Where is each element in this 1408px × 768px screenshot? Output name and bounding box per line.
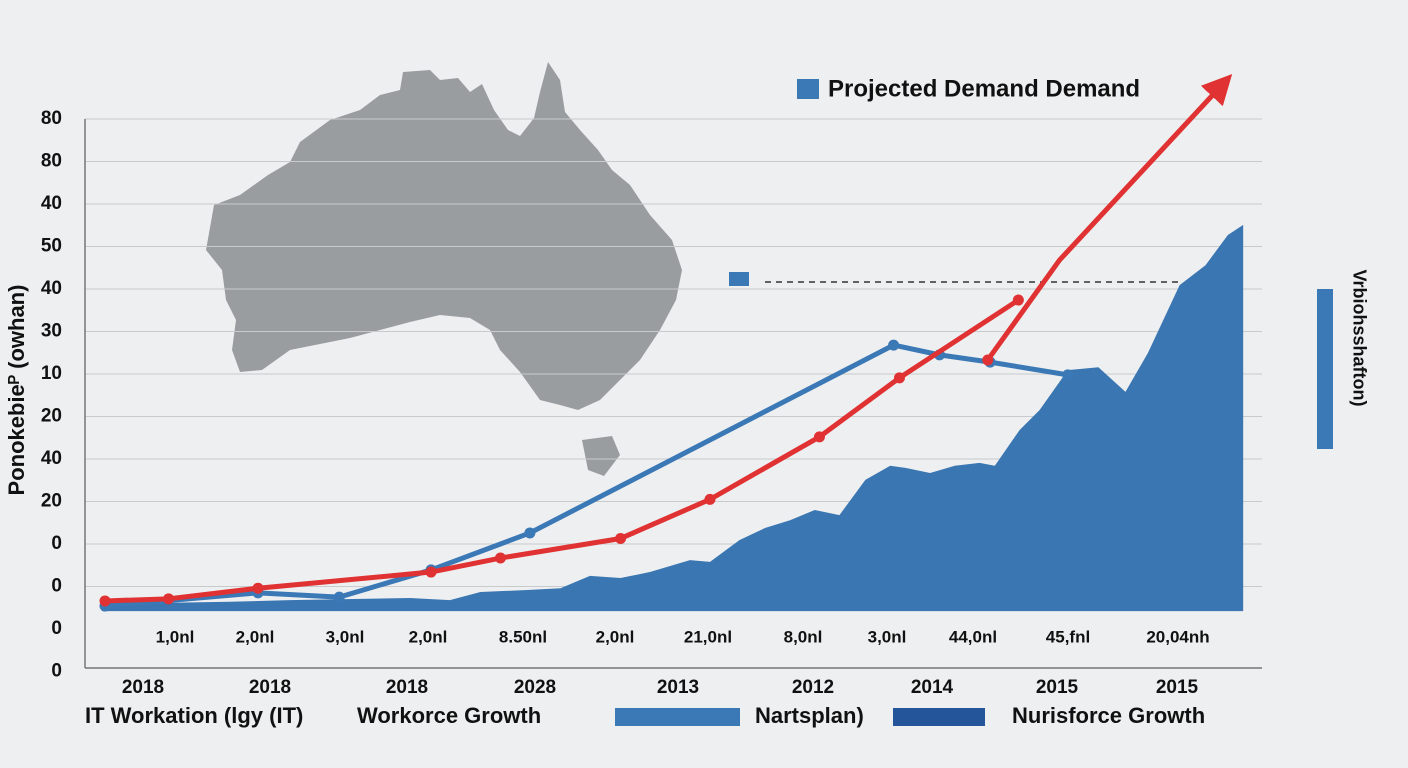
point <box>163 593 175 605</box>
point <box>333 591 345 603</box>
y-tick-label: 80 <box>41 108 62 129</box>
point <box>888 339 900 351</box>
y-tick-label: 50 <box>41 236 62 257</box>
legend-label: IT Workation (lgy (IT) <box>85 703 303 728</box>
legend-label: Nartsplan) <box>755 703 864 728</box>
line <box>104 297 1020 604</box>
point <box>524 527 536 539</box>
x-annotation: 8,0nl <box>784 627 823 646</box>
legend-swatch <box>615 708 740 726</box>
point <box>813 431 825 443</box>
x-annotation: 2,0nl <box>236 627 275 646</box>
point <box>252 582 264 594</box>
y-tick-label: 0 <box>51 661 62 682</box>
point <box>1012 294 1024 306</box>
area <box>105 224 1244 612</box>
y-tick-label: 0 <box>51 576 62 597</box>
x-annotation: 45,fnl <box>1046 627 1090 646</box>
point <box>1062 369 1074 381</box>
annotation-swatch <box>729 272 749 286</box>
y-axis-title: Ponokebieᴾ (owhan) <box>4 285 29 496</box>
point <box>704 493 716 505</box>
legend-label: Nurisforce Growth <box>1012 703 1205 728</box>
x-annotation: 44,0nl <box>949 627 997 646</box>
x-tick-label: 2015 <box>1156 677 1199 698</box>
x-tick-label: 2012 <box>792 677 834 698</box>
side-label: Vrbiohsshafton) <box>1349 269 1369 406</box>
y-tick-label: 10 <box>41 363 62 384</box>
point <box>425 566 437 578</box>
y-tick-label: 80 <box>41 151 62 172</box>
x-annotation: 21,0nl <box>684 627 732 646</box>
point <box>615 532 627 544</box>
legend-label: Workorce Growth <box>357 703 541 728</box>
point <box>494 552 506 564</box>
arrow-line <box>985 74 1233 362</box>
x-annotation: 2,0nl <box>409 627 448 646</box>
y-tick-label: 30 <box>41 321 62 342</box>
y-tick-label: 0 <box>51 618 62 639</box>
australia-map <box>206 62 682 476</box>
legend-title: Projected Demand Demand <box>828 75 1140 102</box>
x-tick-label: 2018 <box>386 677 428 698</box>
x-annotation: 3,0nl <box>326 627 365 646</box>
x-annotation: 2,0nl <box>596 627 635 646</box>
y-tick-label: 40 <box>41 448 62 469</box>
point <box>99 595 111 607</box>
y-tick-label: 0 <box>51 533 62 554</box>
x-tick-label: 2018 <box>249 677 291 698</box>
legend-swatch <box>797 79 819 99</box>
y-tick-label: 20 <box>41 491 62 512</box>
y-tick-label: 20 <box>41 406 62 427</box>
x-tick-label: 2013 <box>657 677 699 698</box>
y-tick-label: 40 <box>41 278 62 299</box>
x-tick-label: 2018 <box>122 677 164 698</box>
y-tick-label: 40 <box>41 193 62 214</box>
x-annotation: 20,04nh <box>1146 627 1209 646</box>
x-annotation: 3,0nl <box>868 627 907 646</box>
x-tick-label: 2015 <box>1036 677 1079 698</box>
x-annotation: 1,0nl <box>156 627 195 646</box>
x-tick-label: 2014 <box>911 677 954 698</box>
point <box>893 372 905 384</box>
point <box>982 354 994 366</box>
legend-swatch <box>893 708 985 726</box>
x-annotation: 8.50nl <box>499 627 547 646</box>
x-tick-label: 2028 <box>514 677 556 698</box>
side-bar <box>1317 289 1333 449</box>
